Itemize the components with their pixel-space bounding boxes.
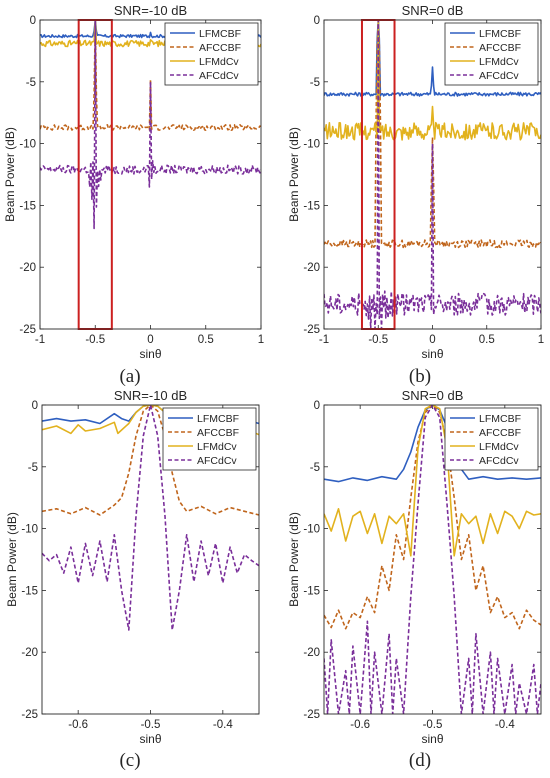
x-tick-label: -0.5 [368,334,388,346]
series-line-afccbf [40,20,261,131]
series-group [324,20,541,329]
x-tick-label: 0 [429,334,435,346]
x-tick-label: -0.5 [85,334,105,346]
chart-panel-4: SNR=0 dB 0 -5 -10 -15 -20 -25 -0.6 -0.5 -0.4 sinθ B… [287,388,542,746]
legend-entry: LFMCBF [479,28,521,40]
y-tick-label: -20 [303,647,320,659]
y-tick-label: -25 [303,324,320,336]
y-tick-label: 0 [30,15,36,27]
y-tick-label: -20 [303,262,320,274]
x-tick-label: -0.6 [68,719,88,731]
series-line-afccbf [324,405,541,630]
chart-panel-1: SNR=-10 dB 0 -5 -10 -15 -20 -25-1 -0.5 0 0.5 1 sinθ… [3,3,264,361]
legend: LFMCBF AFCCBF LFMdCv AFCdCv [444,407,539,471]
y-tick-label: -20 [19,262,36,274]
x-tick-label: 1 [258,334,264,346]
series-line-lfmdcv [324,20,541,141]
chart-panel-2: SNR=0 dB 0 -5 -10 -15 -20 -25-1 -0.5 0 0.5 1 sinθ Be… [287,3,544,361]
plot-frame [41,404,260,715]
y-tick-label: -10 [303,139,320,151]
legend-entry: LFMdCv [479,56,519,68]
plot-frame [39,19,262,330]
legend-entry: AFCdCv [479,70,519,82]
y-tick-label: -20 [21,647,38,659]
plot-frame [323,19,542,330]
legend-entry: AFCdCv [479,455,519,467]
legend-entry: AFCCBF [197,427,239,439]
y-tick-label: -25 [303,709,320,721]
y-tick-label: -15 [19,200,36,212]
legend: LFMCBF AFCCBF LFMdCv AFCdCv [162,407,257,471]
y-tick-label: -15 [303,585,320,597]
legend-entry: AFCCBF [479,42,521,54]
series-line-lfmcbf [324,405,541,483]
y-tick-label: -25 [21,709,38,721]
y-axis-label: Beam Power (dB) [287,512,301,607]
chart-title: SNR=-10 dB [114,388,187,403]
legend-entry: AFCdCv [199,70,239,82]
legend-entry: LFMdCv [197,441,237,453]
x-axis-label: sinθ [421,732,443,746]
series-line-lfmdcv [324,405,541,557]
x-tick-label: -1 [35,334,45,346]
y-tick-label: -5 [310,462,320,474]
x-tick-label: -0.4 [213,719,233,731]
y-tick-label: -5 [310,77,320,89]
legend-entry: AFCdCv [197,455,237,467]
legend-entry: LFMCBF [199,28,241,40]
y-tick-label: 0 [314,400,320,412]
x-axis-label: sinθ [139,732,161,746]
x-tick-label: -0.5 [141,719,161,731]
y-tick-label: -5 [26,77,36,89]
panel-caption: (b) [409,366,431,387]
y-axis-label: Beam Power (dB) [3,127,17,222]
series-group [324,405,541,714]
legend-entry: LFMCBF [479,413,521,425]
chart-title: SNR=0 dB [402,388,464,403]
x-tick-label: 0 [147,334,153,346]
chart-title: SNR=-10 dB [114,3,187,18]
y-tick-label: 0 [32,400,38,412]
y-tick-label: -15 [21,585,38,597]
legend-entry: AFCCBF [479,427,521,439]
x-tick-label: -0.6 [350,719,370,731]
legend: LFMCBF AFCCBF LFMdCv AFCdCv [164,22,259,86]
x-axis-label: sinθ [139,347,161,361]
legend-entry: LFMdCv [199,56,239,68]
x-tick-label: 0.5 [479,334,495,346]
y-tick-label: -15 [303,200,320,212]
chart-panel-3: SNR=-10 dB 0 -5 -10 -15 -20 -25 -0.6 -0.5 -0.4 sin… [5,388,260,746]
series-line-lfmcbf [324,20,541,97]
legend: LFMCBF AFCCBF LFMdCv AFCdCv [444,22,539,86]
plot-frame [323,404,542,715]
legend-entry: AFCCBF [199,42,241,54]
y-tick-label: 0 [314,15,320,27]
series-line-afccbf [324,20,541,249]
panel-caption: (a) [119,366,140,387]
y-axis-label: Beam Power (dB) [5,512,19,607]
chart-title: SNR=0 dB [402,3,464,18]
x-tick-label: -1 [319,334,329,346]
panel-caption: (d) [409,750,431,771]
y-tick-label: -25 [19,324,36,336]
y-tick-label: -10 [19,139,36,151]
legend-entry: LFMCBF [197,413,239,425]
y-tick-label: -10 [21,524,38,536]
x-tick-label: 1 [538,334,544,346]
legend-entry: LFMdCv [479,441,519,453]
y-axis-label: Beam Power (dB) [287,127,301,222]
x-tick-label: -0.4 [495,719,515,731]
x-tick-label: 0.5 [198,334,214,346]
panel-caption: (c) [119,750,140,771]
x-tick-label: -0.5 [423,719,443,731]
y-tick-label: -5 [28,462,38,474]
y-tick-label: -10 [303,524,320,536]
x-axis-label: sinθ [421,347,443,361]
